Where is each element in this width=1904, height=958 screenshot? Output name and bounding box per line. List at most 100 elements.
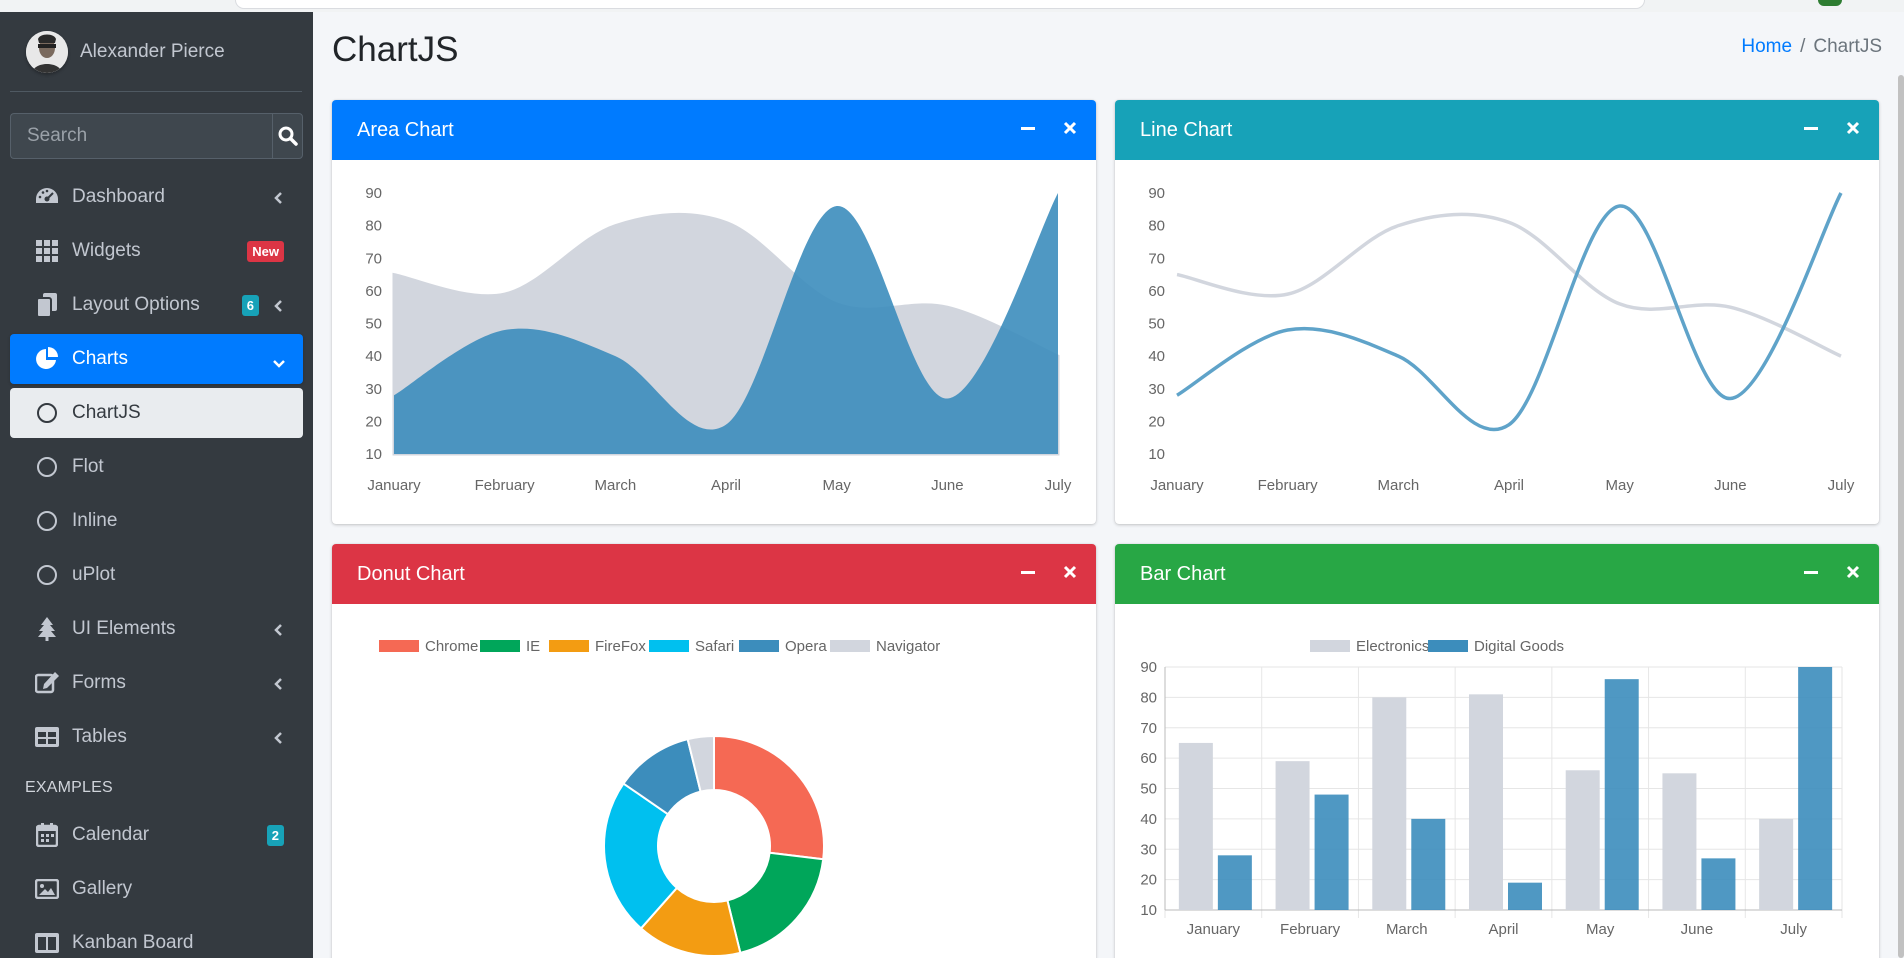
remove-button[interactable] (1843, 118, 1863, 138)
y-tick-label: 90 (365, 185, 382, 202)
card-tools (1018, 118, 1080, 138)
breadcrumb-separator: / (1800, 36, 1806, 57)
legend-label: Safari (695, 638, 734, 655)
legend-label: FireFox (595, 638, 646, 655)
y-tick-label: 50 (1140, 781, 1157, 798)
remove-button[interactable] (1843, 562, 1863, 582)
sidebar-item-flot[interactable]: Flot (10, 442, 303, 492)
x-tick-label: June (1681, 921, 1714, 938)
breadcrumb-home-link[interactable]: Home (1741, 36, 1793, 57)
sidebar-item-dashboard[interactable]: Dashboard (10, 172, 303, 222)
minus-icon (1021, 127, 1035, 130)
address-bar[interactable] (235, 0, 1645, 9)
y-tick-label: 40 (365, 348, 382, 365)
chevron-left-icon (273, 621, 283, 643)
bar-electronics (1565, 770, 1600, 910)
bar-digital-goods (1798, 667, 1833, 910)
sidebar-item-charts[interactable]: Charts (10, 334, 303, 384)
sidebar-item-inline[interactable]: Inline (10, 496, 303, 546)
close-icon (1846, 121, 1860, 135)
sidebar-item-ui-elements[interactable]: UI Elements (10, 604, 303, 654)
collapse-button[interactable] (1018, 562, 1038, 582)
sidebar-item-kanban-board[interactable]: Kanban Board (10, 918, 303, 958)
x-tick-label: January (1187, 921, 1241, 938)
x-tick-label: May (1586, 921, 1615, 938)
collapse-button[interactable] (1801, 562, 1821, 582)
y-tick-label: 70 (1148, 250, 1165, 267)
sidebar-item-gallery[interactable]: Gallery (10, 864, 303, 914)
chevron-left-icon (273, 675, 283, 697)
x-tick-label: June (1714, 477, 1747, 494)
y-tick-label: 60 (1148, 283, 1165, 300)
y-tick-label: 10 (365, 446, 382, 463)
y-tick-label: 90 (1148, 185, 1165, 202)
sidebar-item-widgets[interactable]: Widgets New (10, 226, 303, 276)
avatar[interactable] (26, 30, 68, 73)
chevron-left-icon (273, 297, 283, 319)
sidebar-item-chartjs[interactable]: ChartJS (10, 388, 303, 438)
bar-digital-goods (1411, 818, 1446, 910)
collapse-button[interactable] (1018, 118, 1038, 138)
sidebar-item-label: Charts (72, 348, 128, 369)
line-chart-card: Line Chart 10 20 30 40 50 60 70 80 90 January Febr… (1115, 100, 1879, 524)
sidebar-item-label: Tables (72, 726, 127, 747)
sidebar-item-label: UI Elements (72, 618, 176, 639)
y-tick-label: 90 (1140, 659, 1157, 676)
sidebar-item-calendar[interactable]: Calendar 2 (10, 810, 303, 860)
remove-button[interactable] (1060, 118, 1080, 138)
bar-electronics (1275, 761, 1310, 910)
sidebar-item-label: Flot (72, 456, 104, 477)
card-title: Donut Chart (357, 562, 465, 585)
close-icon (1846, 565, 1860, 579)
bar-digital-goods (1508, 882, 1542, 910)
table-icon (34, 724, 60, 750)
sidebar-item-tables[interactable]: Tables (10, 712, 303, 762)
y-tick-label: 50 (1148, 316, 1165, 333)
donut-chart-card: Donut Chart Chrome IE FireFox Safari Opera Na… (332, 544, 1096, 958)
sidebar-item-label: Gallery (72, 878, 133, 899)
card-header: Donut Chart (332, 544, 1096, 604)
x-tick-label: February (1280, 921, 1341, 938)
line-chart: 10 20 30 40 50 60 70 80 90 January February March Ap… (1148, 185, 1855, 494)
legend-label: IE (526, 638, 540, 655)
y-tick-label: 30 (1140, 841, 1157, 858)
legend-swatch (830, 640, 870, 652)
y-tick-label: 80 (1148, 218, 1165, 235)
legend-label: Digital Goods (1474, 638, 1564, 655)
circle-icon (34, 562, 60, 588)
legend-swatch (1428, 640, 1468, 652)
x-tick-label: January (367, 477, 421, 494)
edit-icon (34, 670, 60, 696)
x-tick-label: March (1377, 477, 1419, 494)
sidebar-nav: Dashboard Widgets New Layout Options 6 C… (10, 172, 303, 958)
sidebar-item-layout-options[interactable]: Layout Options 6 (10, 280, 303, 330)
x-tick-label: February (475, 477, 536, 494)
user-panel[interactable]: Alexander Pierce (10, 12, 302, 92)
minus-icon (1804, 571, 1818, 574)
breadcrumb: Home / ChartJS (1741, 36, 1882, 58)
series-line-digital-goods (1176, 192, 1843, 432)
scrollbar[interactable] (1898, 75, 1904, 958)
x-tick-label: May (1605, 477, 1634, 494)
y-tick-label: 70 (1140, 720, 1157, 737)
search-input[interactable] (10, 113, 272, 159)
y-tick-label: 60 (1140, 750, 1157, 767)
sidebar-item-forms[interactable]: Forms (10, 658, 303, 708)
new-badge: New (247, 241, 284, 262)
page-title: ChartJS (332, 30, 459, 69)
sidebar-item-label: ChartJS (72, 402, 141, 423)
legend-swatch (379, 640, 419, 652)
browser-profile-icon[interactable] (1818, 0, 1842, 6)
y-tick-label: 60 (365, 283, 382, 300)
user-name[interactable]: Alexander Pierce (80, 40, 225, 62)
circle-icon (34, 400, 60, 426)
count-badge: 6 (241, 295, 259, 316)
minus-icon (1021, 571, 1035, 574)
remove-button[interactable] (1060, 562, 1080, 582)
search-button[interactable] (272, 113, 303, 159)
sidebar-item-uplot[interactable]: uPlot (10, 550, 303, 600)
card-header: Area Chart (332, 100, 1096, 160)
donut-slice-ie (726, 851, 825, 955)
bar-digital-goods (1701, 858, 1736, 910)
collapse-button[interactable] (1801, 118, 1821, 138)
